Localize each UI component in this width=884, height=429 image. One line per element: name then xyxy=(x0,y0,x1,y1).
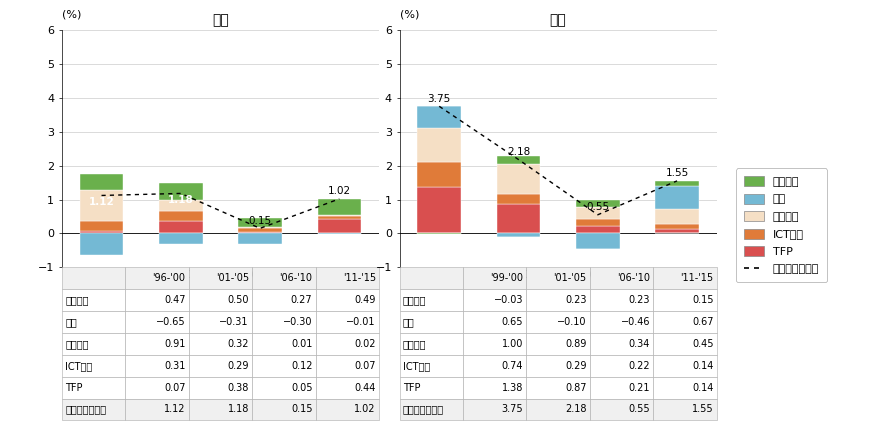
Bar xyxy=(317,215,362,216)
Bar xyxy=(576,219,620,227)
Bar xyxy=(159,221,202,233)
Text: 0.15: 0.15 xyxy=(248,216,271,226)
Bar xyxy=(497,164,540,194)
Bar xyxy=(239,233,282,244)
Bar xyxy=(417,233,461,234)
Text: (%): (%) xyxy=(62,10,81,20)
Bar xyxy=(80,174,124,190)
Bar xyxy=(417,162,461,187)
Bar xyxy=(80,221,124,231)
Bar xyxy=(239,228,282,232)
Text: 2.18: 2.18 xyxy=(507,147,530,157)
Bar xyxy=(159,233,202,244)
Bar xyxy=(159,211,202,221)
Legend: 労働の質, 労働, 一般資本, ICT資本, TFP, 付加価値成長率: 労働の質, 労働, 一般資本, ICT資本, TFP, 付加価値成長率 xyxy=(736,169,827,282)
Bar xyxy=(80,233,124,255)
Bar xyxy=(497,194,540,204)
Text: 1.12: 1.12 xyxy=(88,197,114,207)
Text: 1.18: 1.18 xyxy=(168,195,194,205)
Bar xyxy=(655,186,699,208)
Bar xyxy=(655,208,699,224)
Bar xyxy=(655,229,699,233)
Bar xyxy=(497,233,540,237)
Text: 1.02: 1.02 xyxy=(328,186,351,196)
Text: 1.55: 1.55 xyxy=(666,168,689,178)
Bar xyxy=(417,106,461,128)
Bar xyxy=(655,224,699,229)
Bar xyxy=(239,218,282,227)
Text: 0.55: 0.55 xyxy=(586,202,609,212)
Bar xyxy=(239,232,282,233)
Title: 日本: 日本 xyxy=(212,13,229,27)
Bar xyxy=(317,216,362,218)
Bar xyxy=(417,128,461,162)
Text: (%): (%) xyxy=(400,10,419,20)
Bar xyxy=(497,156,540,164)
Bar xyxy=(417,187,461,233)
Bar xyxy=(576,207,620,219)
Bar xyxy=(80,190,124,221)
Bar xyxy=(159,183,202,200)
Bar xyxy=(576,199,620,207)
Title: 米国: 米国 xyxy=(550,13,567,27)
Bar xyxy=(317,218,362,233)
Bar xyxy=(576,227,620,233)
Bar xyxy=(159,200,202,211)
Bar xyxy=(655,181,699,186)
Bar xyxy=(576,233,620,249)
Bar xyxy=(80,231,124,233)
Bar xyxy=(497,204,540,233)
Bar xyxy=(317,199,362,215)
Text: 3.75: 3.75 xyxy=(428,94,451,103)
